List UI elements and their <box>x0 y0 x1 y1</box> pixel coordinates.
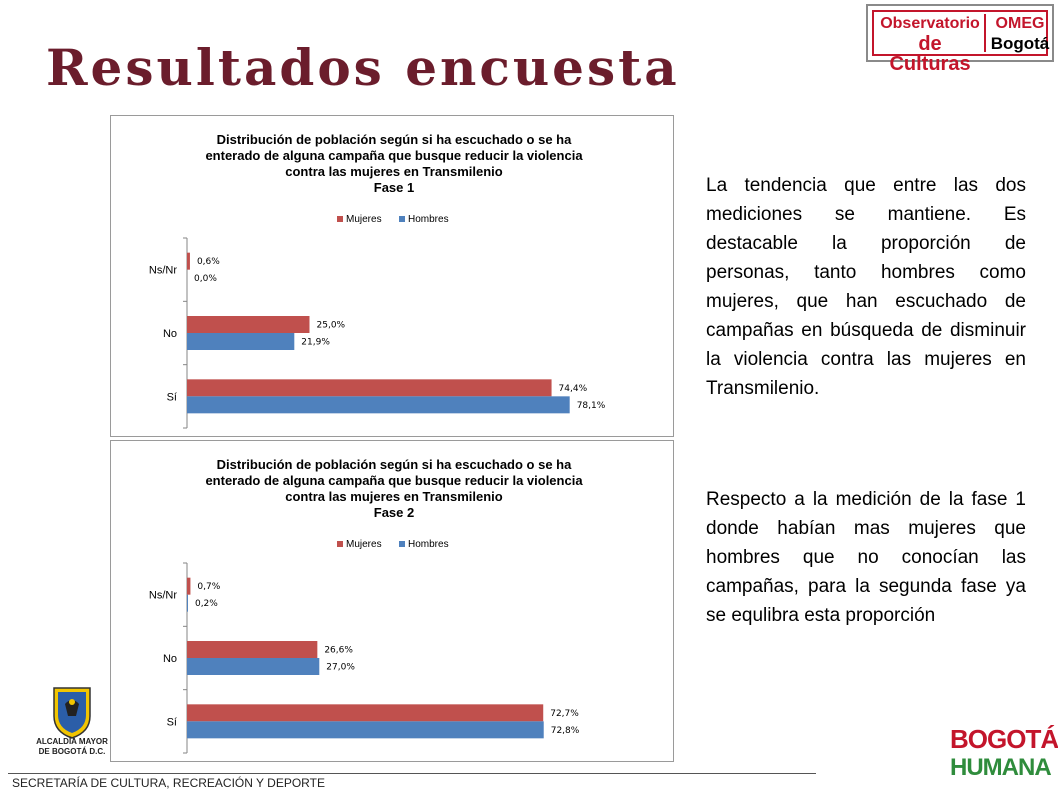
bar-mujeres <box>187 704 544 722</box>
bogota-humana-logo: BOGOTÁ HUMANA <box>950 725 1058 785</box>
footer-divider <box>8 773 816 774</box>
logo-divider <box>984 14 986 52</box>
logo-frame: Observatorio de Culturas OMEG Bogotá <box>872 10 1049 74</box>
bar-hombres <box>187 658 320 675</box>
chart-title-line: Distribución de población según si ha es… <box>217 132 572 147</box>
observatorio-line1: Observatorio <box>880 15 980 32</box>
bar-mujeres <box>187 252 190 270</box>
chart-title-line: Distribución de población según si ha es… <box>217 457 572 472</box>
legend-swatch <box>337 216 343 222</box>
chart-title-line: enterado de alguna campaña que busque re… <box>205 148 583 163</box>
chart-title-line: Fase 1 <box>374 180 414 195</box>
observatorio-line2: de Culturas <box>889 33 971 75</box>
bar-mujeres <box>187 641 318 658</box>
bar-hombres <box>187 594 188 612</box>
legend-label: Hombres <box>408 539 449 550</box>
data-label: 72,8% <box>551 726 580 736</box>
data-label: 0,7% <box>197 582 220 592</box>
bogota-humana-line2: HUMANA <box>950 754 1052 781</box>
legend-label: Mujeres <box>346 539 382 550</box>
category-label: Ns/Nr <box>149 590 177 602</box>
omeg-text: OMEG Bogotá <box>988 14 1052 54</box>
data-label: 21,9% <box>301 338 330 348</box>
category-label: No <box>163 653 177 665</box>
data-label: 25,0% <box>317 321 346 331</box>
chart-fase-1: Distribución de población según si ha es… <box>110 115 674 437</box>
bogota-humana-line1: BOGOTÁ <box>950 724 1058 754</box>
omeg-line2: Bogotá <box>990 34 1050 53</box>
bar-mujeres <box>187 577 191 595</box>
observatorio-text: Observatorio de Culturas <box>878 14 982 74</box>
observatorio-culturas-logo: Observatorio de Culturas OMEG Bogotá <box>866 4 1054 74</box>
bar-mujeres <box>187 379 552 397</box>
category-label: No <box>163 328 177 340</box>
bar-mujeres <box>187 316 310 333</box>
chart-fase-1-svg: Distribución de población según si ha es… <box>149 132 606 429</box>
slide-title: Resultados encuesta <box>46 38 680 97</box>
chart-title-line: enterado de alguna campaña que busque re… <box>205 473 583 488</box>
chart-fase-2: Distribución de población según si ha es… <box>110 440 674 762</box>
data-label: 72,7% <box>550 709 579 719</box>
category-label: Ns/Nr <box>149 265 177 277</box>
omeg-line1: OMEG <box>995 15 1045 32</box>
description-paragraph-1: La tendencia que entre las dos medicione… <box>706 175 1026 399</box>
data-label: 27,0% <box>326 663 355 673</box>
legend-swatch <box>399 216 405 222</box>
legend-label: Hombres <box>408 214 449 225</box>
legend-swatch <box>399 541 405 547</box>
legend-swatch <box>337 541 343 547</box>
description-paragraph-2: Respecto a la medición de la fase 1 dond… <box>706 489 1026 626</box>
data-label: 0,6% <box>197 257 220 267</box>
category-label: Sí <box>167 716 177 728</box>
chart-title-line: Fase 2 <box>374 505 414 520</box>
alcaldia-line2: DE BOGOTÁ D.C. <box>38 747 106 756</box>
legend-label: Mujeres <box>346 214 382 225</box>
bar-hombres <box>187 721 544 739</box>
chart-title-line: contra las mujeres en Transmilenio <box>285 164 503 179</box>
alcaldia-line1: ALCALDÍA MAYOR <box>36 737 108 746</box>
data-label: 74,4% <box>559 384 588 394</box>
data-label: 78,1% <box>577 401 606 411</box>
data-label: 0,0% <box>194 274 217 284</box>
chart-fase-2-svg: Distribución de población según si ha es… <box>149 457 583 754</box>
bar-hombres <box>187 333 295 350</box>
alcaldia-label: ALCALDÍA MAYOR DE BOGOTÁ D.C. <box>14 737 130 757</box>
footer-text: SECRETARÍA DE CULTURA, RECREACIÓN Y DEPO… <box>12 776 325 790</box>
bogota-coat-of-arms-icon <box>53 687 91 739</box>
data-label: 26,6% <box>324 646 353 656</box>
data-label: 0,2% <box>195 599 218 609</box>
category-label: Sí <box>167 391 177 403</box>
bar-hombres <box>187 396 570 414</box>
chart-title-line: contra las mujeres en Transmilenio <box>285 489 503 504</box>
